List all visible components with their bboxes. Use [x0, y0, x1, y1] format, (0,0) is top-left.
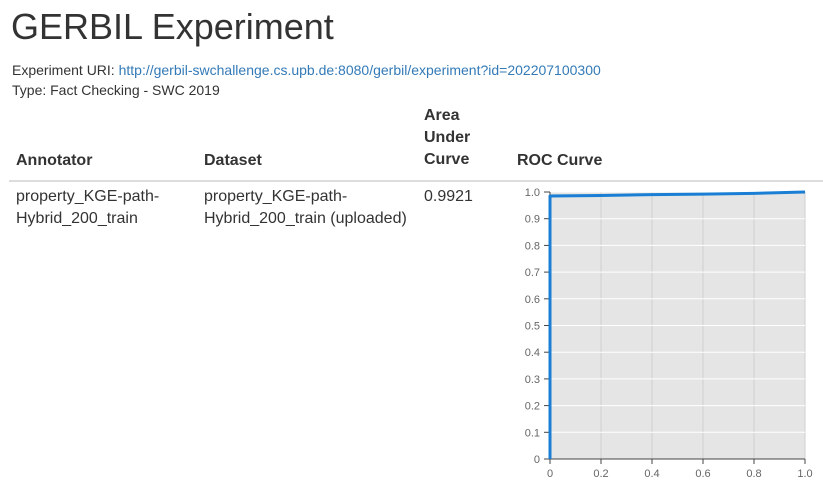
header-roc-curve: ROC Curve	[517, 152, 603, 169]
roc-curve-line	[548, 190, 806, 459]
y-tick-label: 0.1	[525, 427, 540, 439]
x-tick-label: 1.0	[797, 468, 812, 480]
experiment-uri-line: Experiment URI: http://gerbil-swchalleng…	[12, 60, 601, 80]
experiment-type: Type: Fact Checking - SWC 2019	[12, 82, 220, 98]
y-tick-label: 0.8	[525, 240, 540, 252]
x-tick-label: 0.8	[746, 468, 761, 480]
row-annotator: property_KGE-path-Hybrid_200_train	[16, 188, 160, 227]
y-tick-label: 0.6	[525, 294, 540, 306]
header-dataset: Dataset	[204, 152, 262, 169]
x-tick-label: 0.4	[644, 468, 659, 480]
row-auc-value: 0.9921	[424, 188, 473, 205]
table-header-divider	[9, 180, 823, 182]
y-tick-label: 0.4	[525, 347, 540, 359]
roc-curve-chart: 0 0.1 0.2 0.3 0.4 0.5 0.6 0.7 0.8 0.9 1.0 0 0.2 0.4 0.…	[525, 187, 813, 480]
x-tick-label: 0.6	[695, 468, 710, 480]
experiment-uri-link[interactable]: http://gerbil-swchallenge.cs.upb.de:8080…	[118, 62, 601, 78]
y-tick-label: 0	[534, 454, 540, 466]
x-tick-label: 0	[547, 468, 553, 480]
row-dataset: property_KGE-path-Hybrid_200_train (uplo…	[204, 188, 407, 227]
y-tick-label: 0.9	[525, 214, 540, 226]
y-tick-label: 0.5	[525, 321, 540, 333]
page-title: GERBIL Experiment	[11, 6, 334, 47]
experiment-uri-label: Experiment URI:	[12, 62, 115, 78]
header-area-under-curve: Area Under Curve	[424, 107, 471, 168]
header-annotator: Annotator	[16, 152, 93, 169]
y-tick-label: 1.0	[525, 187, 540, 199]
y-tick-label: 0.7	[525, 267, 540, 279]
x-tick-label: 0.2	[593, 468, 608, 480]
y-tick-label: 0.2	[525, 401, 540, 413]
y-tick-label: 0.3	[525, 374, 540, 386]
